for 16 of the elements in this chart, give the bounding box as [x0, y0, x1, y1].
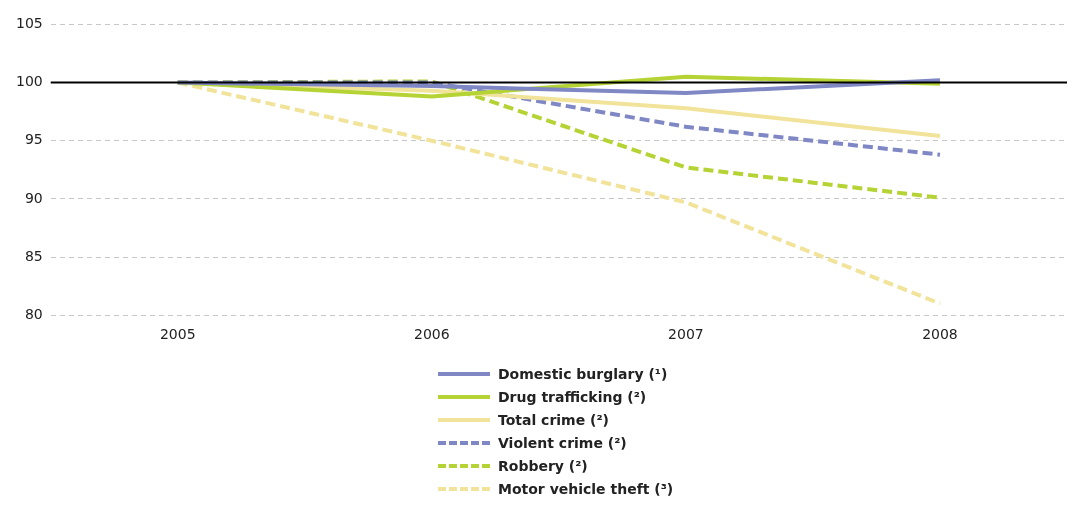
y-tick-label: 90 [24, 189, 43, 206]
x-tick-label: 2005 [159, 326, 196, 343]
legend-label: Motor vehicle theft (³) [498, 480, 674, 497]
legend-label: Domestic burglary (¹) [498, 365, 668, 382]
y-tick-label: 95 [24, 131, 43, 148]
legend-label: Violent crime (²) [498, 434, 627, 451]
legend-label: Drug trafficking (²) [498, 388, 647, 405]
y-tick-label: 105 [15, 15, 43, 32]
x-tick-label: 2006 [414, 326, 450, 343]
x-tick-label: 2008 [922, 326, 958, 343]
x-tick-label: 2007 [668, 326, 704, 343]
y-tick-label: 80 [24, 305, 43, 322]
y-tick-label: 85 [24, 247, 43, 264]
y-tick-label: 100 [15, 73, 43, 90]
legend-label: Robbery (²) [498, 457, 588, 474]
legend-label: Total crime (²) [498, 411, 610, 428]
